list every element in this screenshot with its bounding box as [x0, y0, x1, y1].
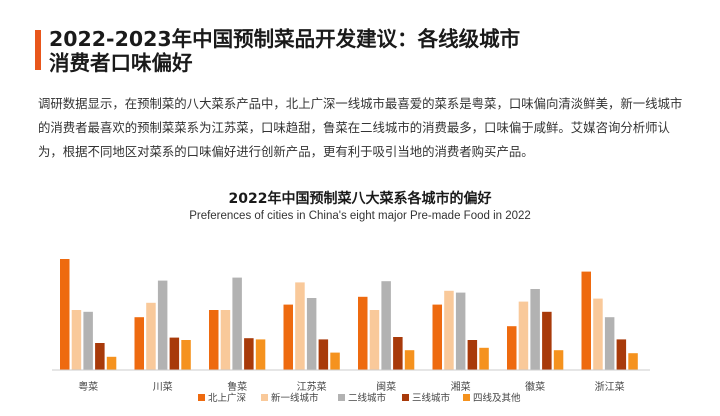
bar-chart: 粤菜 川菜 鲁菜 江苏菜 闽菜 湘菜 徽菜 浙江菜 北上广深 新一线城市 二线城市 三线城市 四线及其… [52, 259, 650, 404]
summary-paragraph: 调研数据显示，在预制菜的八大菜系产品中，北上广深一线城市最喜爱的菜系是粤菜，口味… [38, 96, 683, 159]
bar-1-2 [157, 280, 168, 370]
legend-swatch [198, 394, 205, 401]
bar-3-3 [318, 339, 329, 370]
bar-0-0 [60, 259, 70, 370]
chart-legend: 北上广深 新一线城市 二线城市 三线城市 四线及其他 [198, 392, 521, 404]
bar-6-3 [542, 311, 552, 370]
chart-bars [60, 259, 638, 370]
legend-label: 北上广深 [208, 392, 247, 404]
bar-6-0 [507, 326, 517, 370]
category-label: 湘菜 [451, 380, 471, 393]
category-label: 徽菜 [525, 380, 545, 393]
bar-6-1 [518, 301, 529, 370]
legend-label: 四线及其他 [473, 392, 521, 404]
category-label: 鲁菜 [227, 380, 247, 393]
bar-1-1 [146, 302, 156, 370]
bar-2-4 [255, 339, 266, 370]
bar-7-4 [628, 353, 638, 370]
legend-label: 三线城市 [412, 392, 451, 404]
bar-7-3 [616, 339, 627, 370]
bar-4-2 [381, 281, 391, 370]
bar-4-3 [393, 337, 403, 370]
legend-label: 二线城市 [348, 392, 387, 404]
bar-5-2 [455, 292, 466, 370]
bar-5-4 [479, 347, 489, 370]
page-title-line-2: 消费者口味偏好 [49, 51, 193, 75]
legend-swatch [338, 394, 345, 401]
bar-2-1 [220, 310, 231, 370]
bar-0-2 [83, 311, 93, 370]
bar-3-2 [306, 298, 317, 370]
legend-swatch [402, 394, 409, 401]
bar-7-2 [604, 317, 615, 370]
category-label: 川菜 [153, 381, 173, 393]
bar-2-2 [232, 277, 242, 370]
bar-3-4 [330, 352, 340, 370]
bar-1-4 [181, 340, 191, 370]
bar-2-3 [244, 338, 254, 370]
category-label: 江苏菜 [297, 380, 327, 393]
bar-0-4 [106, 356, 117, 370]
legend-swatch [463, 394, 470, 401]
bar-0-1 [71, 310, 82, 370]
category-labels: 粤菜 川菜 鲁菜 江苏菜 闽菜 湘菜 徽菜 浙江菜 [78, 380, 624, 393]
bar-6-2 [530, 289, 540, 370]
bar-4-1 [369, 310, 380, 370]
bar-7-0 [581, 271, 591, 370]
category-label: 闽菜 [376, 380, 396, 393]
bar-3-1 [295, 282, 305, 370]
page-title: 2022-2023年中国预制菜品开发建议：各线级城市 消费者口味偏好 [49, 27, 689, 75]
legend-swatch [261, 394, 268, 401]
title-accent-bar [35, 30, 41, 70]
bar-1-0 [134, 317, 144, 370]
bar-3-0 [283, 304, 293, 370]
category-label: 浙江菜 [595, 381, 625, 393]
bar-0-3 [95, 343, 105, 370]
bar-1-3 [169, 337, 180, 370]
bar-4-0 [358, 296, 368, 370]
bar-5-1 [444, 290, 454, 370]
bar-5-3 [467, 340, 478, 370]
category-label: 粤菜 [78, 380, 98, 393]
bar-5-0 [432, 304, 442, 370]
bar-6-4 [553, 350, 564, 370]
chart-title: 2022年中国预制菜八大菜系各城市的偏好 [228, 191, 492, 207]
page-title-line-1: 2022-2023年中国预制菜品开发建议：各线级城市 [49, 27, 521, 51]
chart-subtitle: Preferences of cities in China's eight m… [189, 210, 531, 222]
bar-7-1 [593, 298, 603, 370]
legend-label: 新一线城市 [271, 392, 319, 404]
bar-4-4 [404, 350, 415, 370]
bar-2-0 [209, 310, 219, 370]
